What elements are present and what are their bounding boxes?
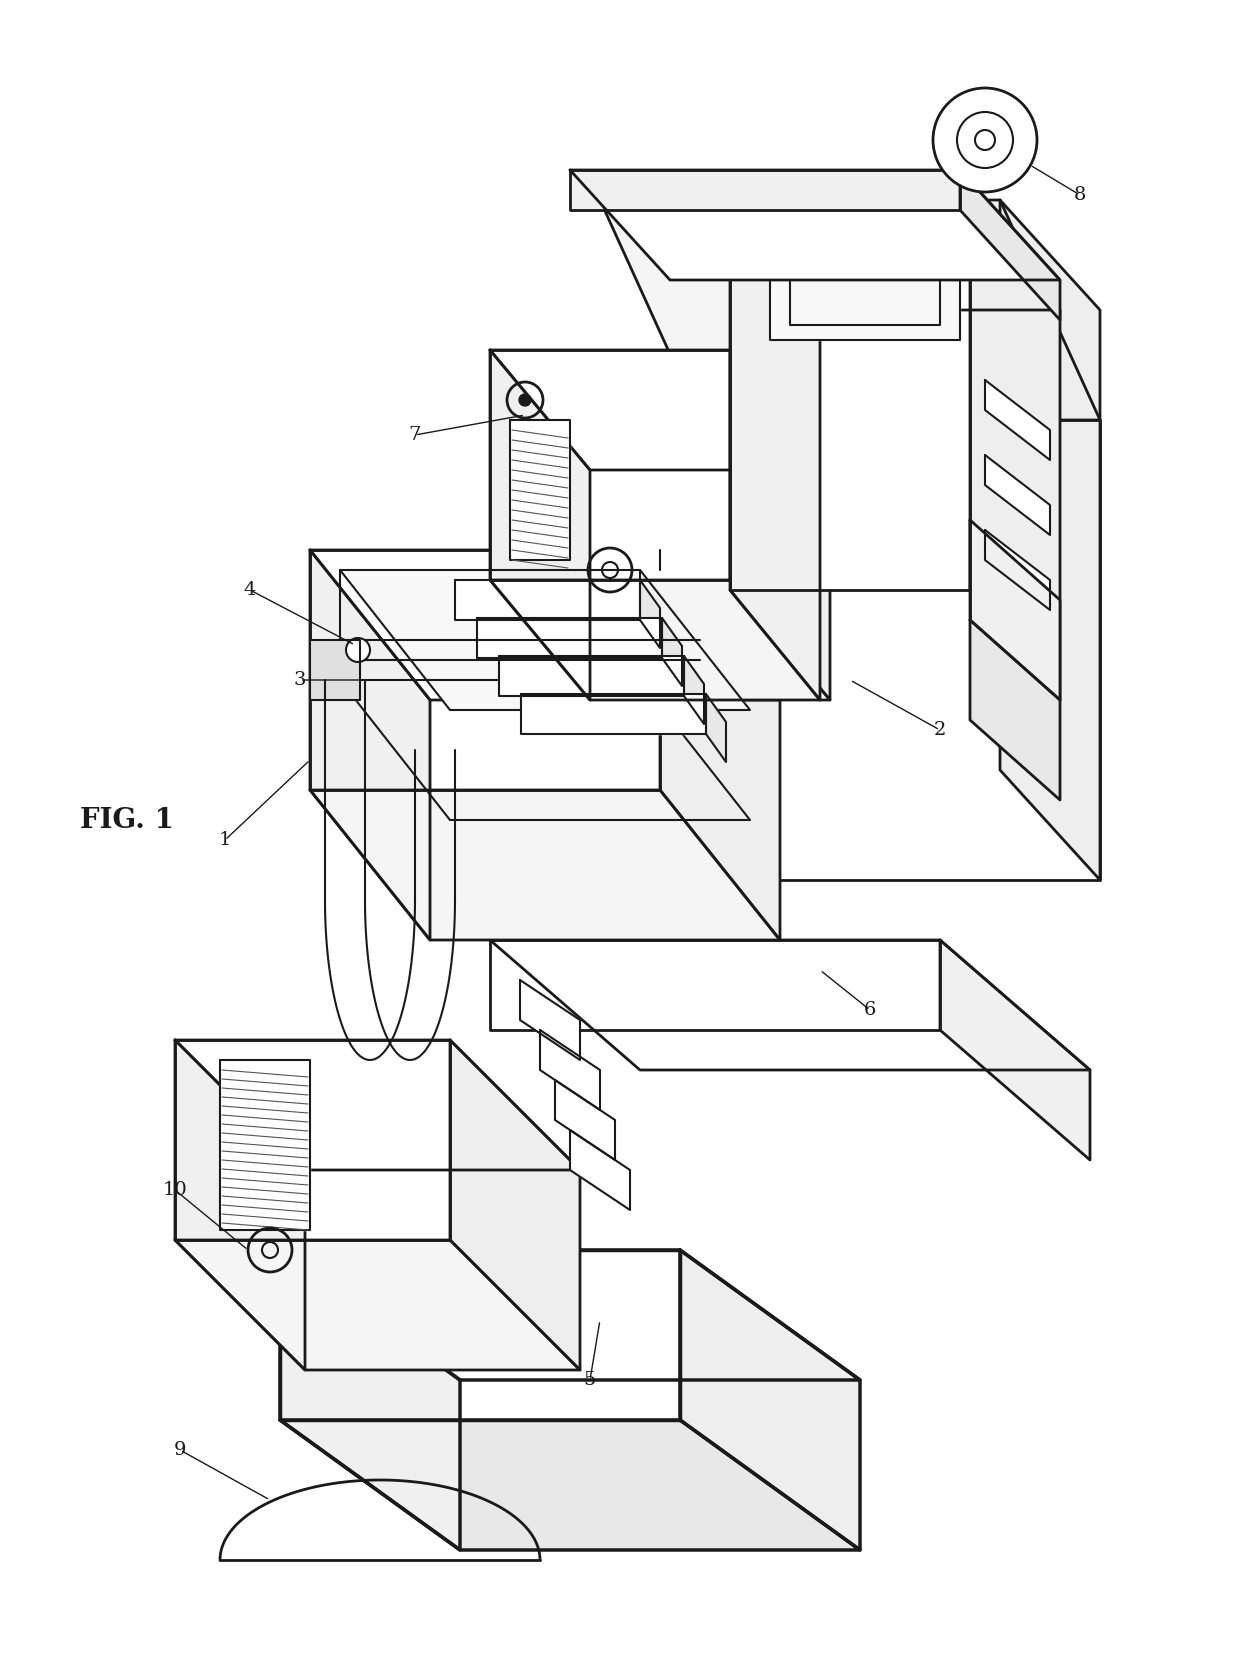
Polygon shape — [985, 455, 1050, 535]
Polygon shape — [660, 550, 780, 941]
Text: 3: 3 — [294, 671, 306, 690]
Polygon shape — [570, 170, 960, 209]
Polygon shape — [680, 1250, 861, 1551]
Circle shape — [346, 638, 370, 661]
Polygon shape — [701, 420, 1100, 879]
Polygon shape — [490, 580, 830, 700]
Text: 4: 4 — [244, 582, 257, 598]
Polygon shape — [450, 1040, 580, 1369]
Text: 2: 2 — [934, 721, 946, 740]
Polygon shape — [684, 656, 704, 725]
Polygon shape — [970, 520, 1060, 700]
Polygon shape — [477, 618, 662, 658]
Text: 8: 8 — [1074, 186, 1086, 204]
Polygon shape — [570, 1130, 630, 1210]
Text: 9: 9 — [174, 1441, 186, 1459]
Polygon shape — [175, 1040, 450, 1240]
Polygon shape — [490, 351, 590, 700]
Polygon shape — [662, 618, 682, 686]
Polygon shape — [219, 1060, 310, 1230]
Polygon shape — [310, 550, 660, 789]
Polygon shape — [640, 580, 660, 648]
Polygon shape — [985, 381, 1050, 460]
Polygon shape — [730, 199, 820, 700]
Text: 1: 1 — [218, 831, 231, 849]
Polygon shape — [510, 420, 570, 560]
Text: 10: 10 — [162, 1182, 187, 1198]
Polygon shape — [310, 550, 780, 700]
Polygon shape — [490, 941, 1090, 1070]
Text: 6: 6 — [864, 1001, 877, 1019]
Polygon shape — [280, 1419, 861, 1551]
Polygon shape — [280, 1250, 861, 1379]
Polygon shape — [556, 1080, 615, 1160]
Polygon shape — [520, 981, 580, 1060]
Polygon shape — [280, 1250, 460, 1551]
Polygon shape — [175, 1040, 580, 1170]
Polygon shape — [490, 351, 730, 580]
Text: FIG. 1: FIG. 1 — [81, 806, 174, 834]
Polygon shape — [310, 550, 430, 941]
Polygon shape — [970, 620, 1060, 799]
Polygon shape — [730, 199, 1060, 311]
Polygon shape — [175, 1240, 580, 1369]
Polygon shape — [970, 199, 1060, 700]
Polygon shape — [310, 789, 780, 941]
Polygon shape — [770, 239, 960, 341]
Polygon shape — [960, 170, 1060, 321]
Polygon shape — [730, 351, 830, 700]
Polygon shape — [310, 640, 360, 700]
Polygon shape — [706, 695, 725, 761]
Polygon shape — [521, 695, 706, 735]
Polygon shape — [340, 570, 750, 710]
Polygon shape — [570, 170, 1060, 279]
Polygon shape — [940, 941, 1090, 1160]
Polygon shape — [985, 530, 1050, 610]
Polygon shape — [455, 580, 640, 620]
Polygon shape — [999, 199, 1100, 879]
Polygon shape — [600, 199, 1100, 420]
Circle shape — [932, 88, 1037, 193]
Polygon shape — [175, 1040, 305, 1369]
Text: 5: 5 — [584, 1371, 596, 1389]
Polygon shape — [490, 351, 830, 470]
Polygon shape — [498, 656, 684, 696]
Polygon shape — [539, 1030, 600, 1110]
Polygon shape — [730, 199, 970, 590]
Text: 7: 7 — [409, 425, 422, 444]
Polygon shape — [280, 1250, 680, 1419]
Circle shape — [520, 394, 531, 406]
Polygon shape — [490, 941, 940, 1030]
